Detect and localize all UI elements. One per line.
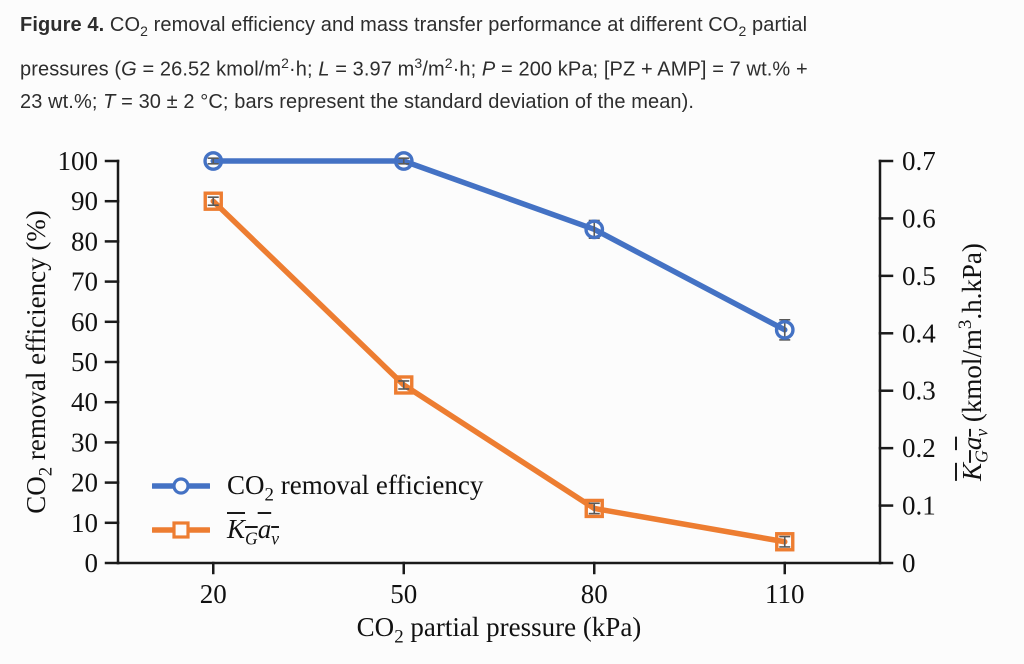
series-square [203, 191, 795, 552]
legend-swatch-svg [150, 520, 212, 539]
error-bar [588, 502, 600, 515]
x-axis-tick-label: 80 [581, 579, 608, 609]
x-axis-tick-label: 20 [200, 579, 227, 609]
left-axis-tick-label: 80 [71, 226, 98, 256]
right-axis-tick-label: 0.7 [902, 146, 936, 176]
right-y-axis-title: KGav (kmol/m3.h.kPa) [955, 243, 992, 481]
error-bar [398, 380, 410, 390]
left-axis-tick-label: 20 [71, 468, 98, 498]
right-axis-tick-label: 0.6 [902, 203, 936, 233]
x-axis-tick-label: 110 [765, 579, 805, 609]
data-point-square [775, 532, 795, 552]
x-axis-title: CO2 partial pressure (kPa) [356, 612, 642, 648]
error-bar [207, 157, 219, 165]
chart-legend: CO2 removal efficiency KGav [150, 466, 484, 554]
left-axis-tick-label: 30 [71, 427, 98, 457]
legend-item-kgav: KGav [150, 510, 483, 554]
left-axis-tick-label: 10 [71, 508, 98, 538]
data-point-circle [584, 219, 605, 240]
data-point-square [394, 375, 414, 395]
series-line [210, 158, 788, 333]
error-bar [398, 157, 410, 165]
right-axis-tick-label: 0.2 [902, 433, 936, 463]
right-axis-tick-label: 0.5 [902, 261, 936, 291]
data-point-circle [774, 319, 795, 340]
right-axis-tick-label: 0.4 [902, 318, 936, 348]
figure-chart: 0 10 20 30 40 50 60 70 80 90 100 0 0.1 0.2 0.3 0.4 0.5 0.… [0, 130, 1024, 659]
figure-caption: Figure 4. CO2 removal efficiency and mas… [20, 14, 808, 113]
left-y-axis-title: CO2 removal efficiency (%) [21, 210, 57, 514]
legend-swatch-square-icon [150, 518, 212, 547]
left-axis-tick-label: 0 [85, 548, 99, 578]
data-point-circle [393, 151, 414, 171]
legend-item-efficiency: CO2 removal efficiency [150, 466, 484, 510]
data-point-square [203, 191, 223, 211]
x-axis-tick-label: 50 [390, 579, 417, 609]
data-point-square [584, 498, 604, 519]
right-axis-tick-label: 0.3 [902, 376, 936, 406]
legend-label-kgav: KGav [227, 514, 279, 549]
left-axis-tick-label: 50 [71, 347, 98, 377]
left-axis-tick-label: 100 [58, 146, 99, 176]
legend-swatch-svg [150, 476, 212, 495]
left-axis-tick-label: 90 [71, 186, 98, 216]
error-bar [207, 196, 219, 207]
series-circle [203, 151, 795, 341]
error-bar [779, 535, 791, 548]
series-line [210, 198, 788, 545]
chart-svg: 0 10 20 30 40 50 60 70 80 90 100 0 0.1 0.2 0.3 0.4 0.5 0.… [58, 146, 937, 609]
legend-swatch-circle-icon [150, 474, 212, 503]
data-point-circle [203, 151, 224, 171]
legend-label-efficiency: CO2 removal efficiency [227, 469, 484, 506]
left-axis-tick-label: 70 [71, 267, 98, 297]
axes [104, 159, 894, 575]
left-axis-tick-label: 40 [71, 387, 98, 417]
left-axis-tick-label: 60 [71, 307, 98, 337]
right-axis-tick-label: 0.1 [902, 491, 936, 521]
right-axis-tick-label: 0 [902, 548, 916, 578]
